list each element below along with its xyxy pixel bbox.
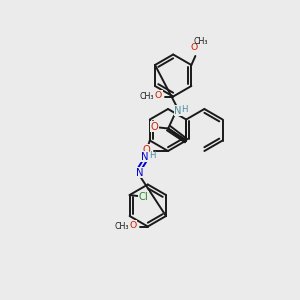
Text: O: O xyxy=(154,91,162,100)
Text: O: O xyxy=(191,44,198,52)
Text: H: H xyxy=(181,105,188,114)
Text: N: N xyxy=(174,106,182,116)
Text: N: N xyxy=(136,167,144,178)
Text: CH₃: CH₃ xyxy=(115,222,129,231)
Text: O: O xyxy=(129,221,137,230)
Text: CH₃: CH₃ xyxy=(193,37,208,46)
Text: Cl: Cl xyxy=(139,192,148,202)
Text: CH₃: CH₃ xyxy=(140,92,154,101)
Text: O: O xyxy=(150,122,158,131)
Text: O: O xyxy=(142,145,150,155)
Text: H: H xyxy=(149,152,155,160)
Text: N: N xyxy=(141,152,148,161)
